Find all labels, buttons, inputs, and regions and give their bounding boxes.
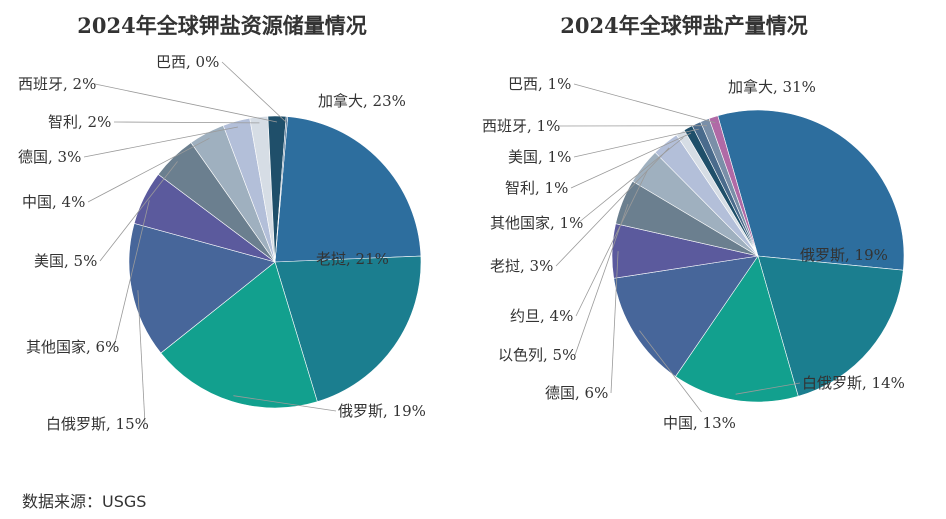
pie0-label-9: 西班牙, 2% <box>18 75 96 93</box>
pie0-label-10: 巴西, 0% <box>156 53 219 71</box>
pie0-label-3: 白俄罗斯, 15% <box>46 415 149 433</box>
reserves-chart-title: 2024年全球钾盐资源储量情况 <box>77 13 366 38</box>
pie0-leader-10 <box>221 61 287 123</box>
pie1-label-5: 以色列, 5% <box>498 346 576 364</box>
pie0-label-8: 智利, 2% <box>48 113 111 131</box>
pie1-label-0: 加拿大, 31% <box>728 78 816 96</box>
pie0-label-7: 德国, 3% <box>18 148 81 166</box>
pie0-leader-2 <box>233 395 337 412</box>
pie1-leader-7 <box>555 147 670 267</box>
pie1-label-9: 智利, 1% <box>505 179 568 197</box>
pie0-leader-7 <box>83 126 238 158</box>
pie1-label-6: 约旦, 4% <box>510 307 573 325</box>
pie1-leader-2 <box>735 382 801 395</box>
pie0-leader-8 <box>113 121 260 124</box>
pie0-label-2: 俄罗斯, 19% <box>338 402 426 420</box>
production-chart-title: 2024年全球钾盐产量情况 <box>560 13 807 38</box>
pie1-slice-1 <box>757 255 904 397</box>
pie0-leader-5 <box>99 161 178 262</box>
pie1-leader-12 <box>573 83 716 124</box>
pie1-slice-2 <box>675 255 799 403</box>
production-pie: 加拿大, 31% 俄罗斯, 19% 白俄罗斯, 14% 中国, 13% 德国, 6% 以色… <box>482 75 905 432</box>
pie0-slice-10 <box>274 116 289 263</box>
pie0-label-0: 加拿大, 23% <box>318 92 406 110</box>
pie0-leader-3 <box>137 290 146 425</box>
pie1-leader-10 <box>573 128 699 158</box>
pie1-label-2: 白俄罗斯, 14% <box>802 374 905 392</box>
pie0-label-4: 其他国家, 6% <box>26 338 119 356</box>
pie1-leader-9 <box>570 132 692 189</box>
pie0-label-1: 老挝, 21% <box>316 250 389 268</box>
data-source-note: 数据来源：USGS <box>22 492 147 511</box>
pie1-label-8: 其他国家, 1% <box>490 214 583 232</box>
pie1-label-1: 俄罗斯, 19% <box>800 246 888 264</box>
pie0-leader-4 <box>113 200 150 348</box>
pie1-leader-8 <box>577 137 684 224</box>
reserves-pie: 加拿大, 23% 老挝, 21% 俄罗斯, 19% 白俄罗斯, 15% 其他国家, 6%… <box>18 53 426 433</box>
pie1-label-7: 老挝, 3% <box>490 257 553 275</box>
pie0-label-5: 美国, 5% <box>34 252 97 270</box>
pie0-slice-1 <box>274 255 422 403</box>
pie1-label-4: 德国, 6% <box>545 384 608 402</box>
pie0-label-6: 中国, 4% <box>22 193 85 211</box>
pie1-slice-0 <box>717 109 905 271</box>
pie0-slice-0 <box>274 116 422 263</box>
pie0-slice-3 <box>128 223 276 354</box>
pie1-label-10: 美国, 1% <box>508 148 571 166</box>
pie0-leader-6 <box>87 137 210 203</box>
pie0-slice-2 <box>160 261 318 409</box>
pie1-label-12: 巴西, 1% <box>508 75 571 93</box>
pie1-leader-3 <box>639 330 702 413</box>
pie1-leader-6 <box>575 169 649 317</box>
pie1-label-11: 西班牙, 1% <box>482 117 560 135</box>
pie1-label-3: 中国, 13% <box>663 414 736 432</box>
pie1-leader-5 <box>574 203 629 356</box>
pie1-leader-4 <box>610 251 619 394</box>
pie0-leader-9 <box>94 83 278 123</box>
pie1-slice-3 <box>613 255 759 377</box>
pie1-slice-12 <box>708 115 759 257</box>
